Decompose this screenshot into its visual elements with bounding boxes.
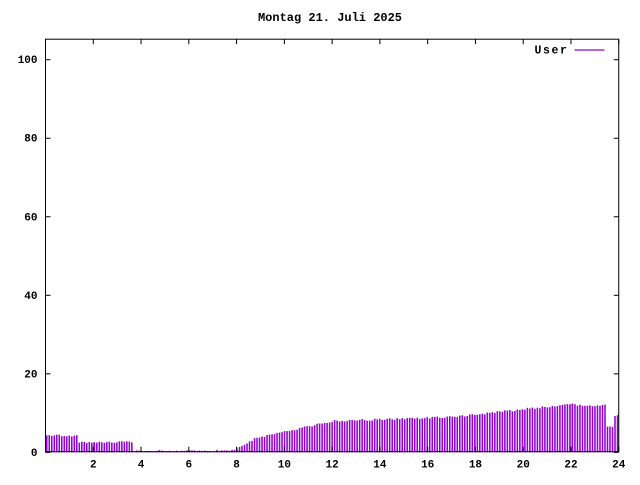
svg-text:4: 4	[138, 460, 145, 472]
svg-text:100: 100	[18, 55, 38, 67]
svg-text:22: 22	[564, 460, 577, 472]
svg-text:18: 18	[469, 460, 483, 472]
svg-text:40: 40	[24, 291, 37, 303]
svg-text:0: 0	[31, 448, 38, 460]
svg-text:8: 8	[233, 460, 240, 472]
svg-text:12: 12	[326, 460, 339, 472]
svg-text:20: 20	[517, 460, 530, 472]
svg-text:2: 2	[90, 460, 97, 472]
svg-text:16: 16	[421, 460, 434, 472]
svg-text:6: 6	[186, 460, 193, 472]
svg-text:User: User	[535, 45, 569, 58]
svg-text:24: 24	[612, 460, 626, 472]
svg-text:14: 14	[373, 460, 387, 472]
svg-text:10: 10	[278, 460, 291, 472]
svg-text:60: 60	[24, 212, 37, 224]
svg-text:80: 80	[24, 134, 37, 146]
svg-text:20: 20	[24, 369, 37, 381]
svg-text:Montag 21. Juli 2025: Montag 21. Juli 2025	[258, 11, 402, 25]
